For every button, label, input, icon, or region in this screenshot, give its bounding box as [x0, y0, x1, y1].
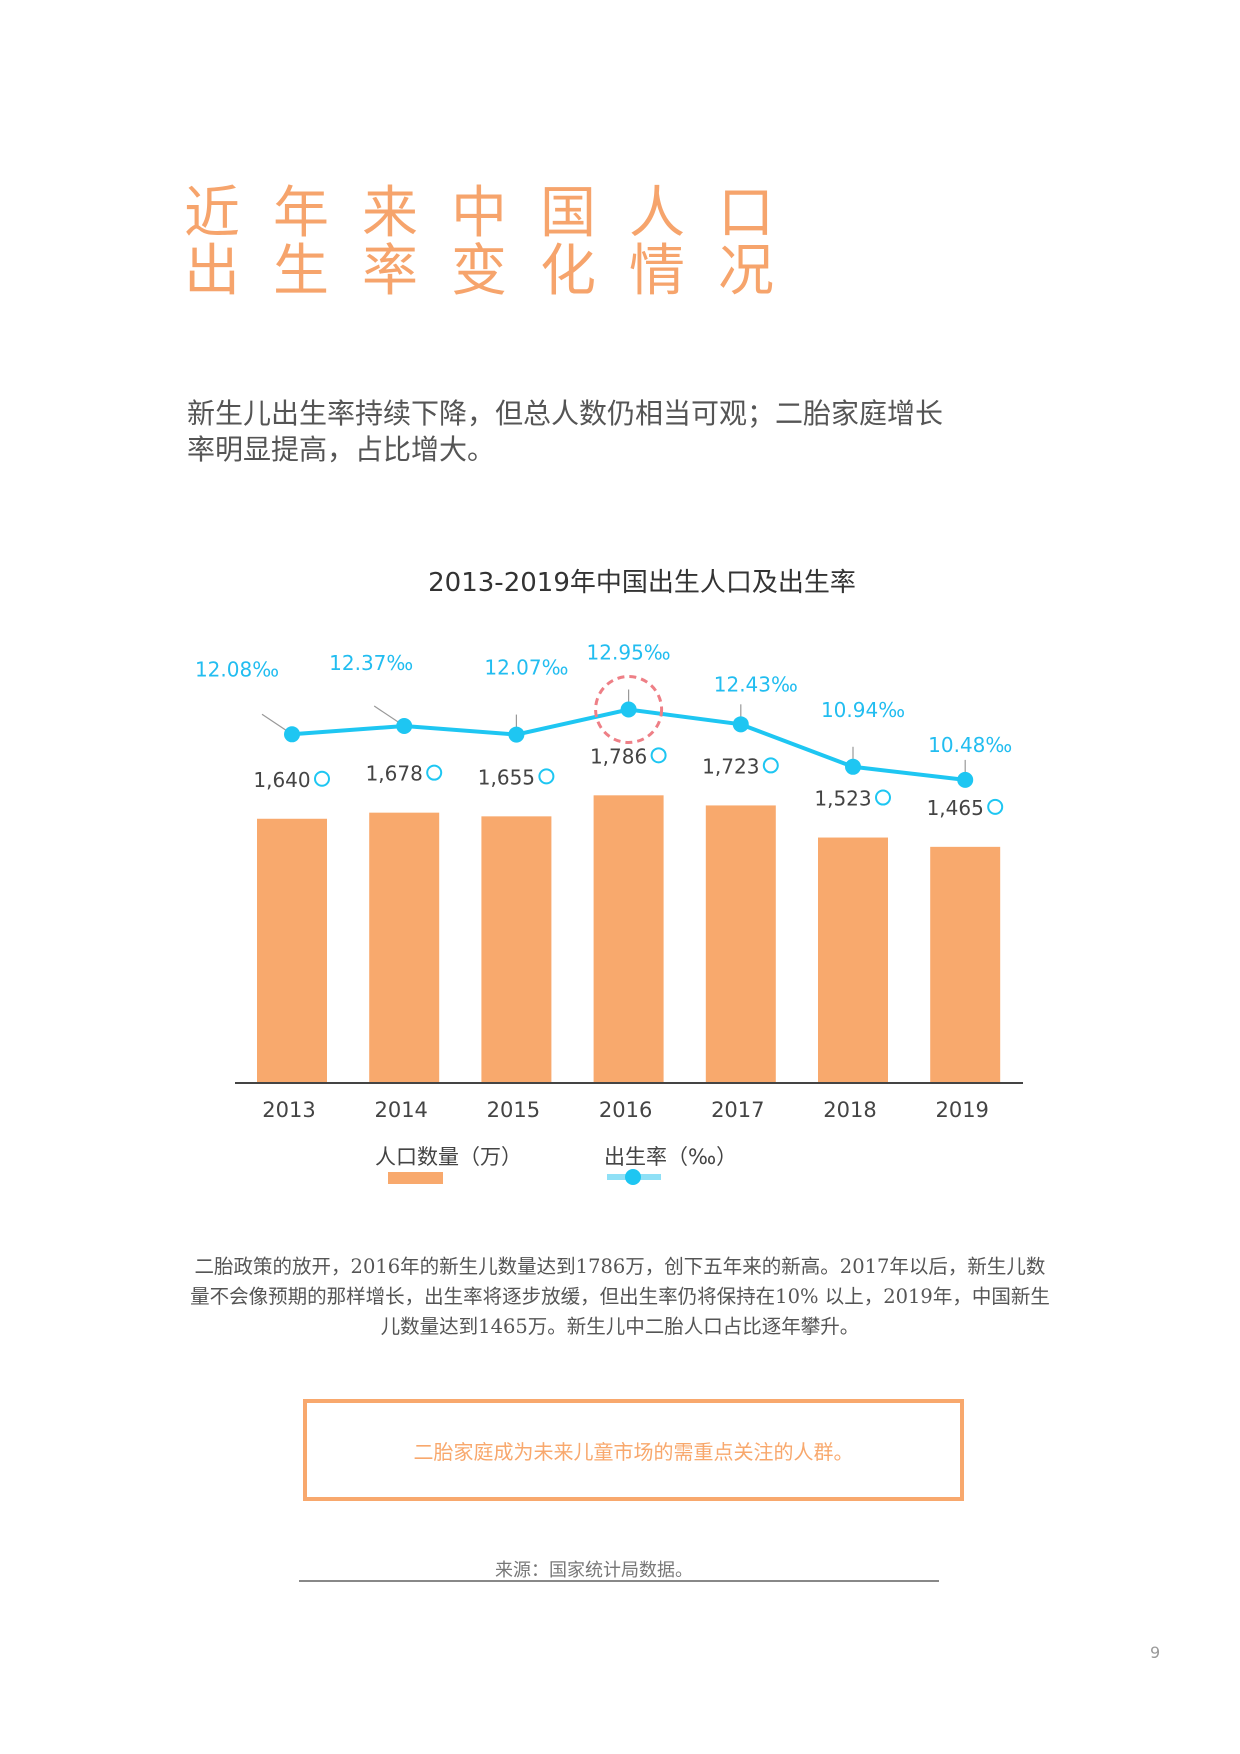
rate-value-label: 12.07‰	[484, 656, 568, 680]
rate-value-label: 12.37‰	[329, 651, 413, 675]
page-title: 近年来中国人口 出生率变化情况	[184, 186, 807, 302]
bar-2014	[369, 812, 440, 1082]
rate-point-2016	[620, 701, 637, 718]
value-marker-icon	[762, 757, 779, 774]
x-tick-label: 2019	[935, 1098, 988, 1122]
rate-point-2017	[732, 716, 749, 733]
value-marker-icon	[314, 770, 330, 787]
rate-point-2019	[957, 771, 974, 788]
bar-value-label: 1,786	[590, 744, 647, 768]
chart-title: 2013-2019年中国出生人口及出生率	[428, 568, 856, 598]
lead-text: 新生儿出生率持续下降，但总人数仍相当可观；二胎家庭增长率明显提高，占比增大。	[187, 397, 944, 466]
bar-value-label: 1,678	[366, 762, 423, 786]
bar-value-label: 1,655	[478, 765, 535, 789]
highlight-circle	[594, 675, 664, 744]
source-text: 来源：国家统计局数据。	[495, 1560, 693, 1581]
legend-swatch-population	[388, 1172, 443, 1184]
rate-value-label: 12.43‰	[714, 672, 798, 696]
x-tick-label: 2016	[599, 1098, 652, 1122]
x-tick-label: 2015	[487, 1098, 540, 1122]
page-title-line-2: 出生率变化情况	[184, 239, 807, 304]
bar-value-label: 1,640	[253, 768, 310, 792]
bar-value-label: 1,723	[702, 754, 759, 778]
value-marker-icon	[650, 747, 667, 764]
callout-text: 二胎家庭成为未来儿童市场的需重点关注的人群。	[413, 1439, 854, 1464]
x-tick-label: 2017	[711, 1098, 764, 1122]
legend-label-rate: 出生率（‰）	[604, 1145, 737, 1169]
bar-2015	[481, 816, 552, 1082]
legend-rate-dot-icon	[625, 1169, 641, 1185]
rate-point-2013	[284, 726, 300, 743]
description-paragraph: 二胎政策的放开，2016年的新生儿数量达到1786万，创下五年来的新高。2017…	[190, 1255, 1050, 1338]
x-tick-label: 2014	[374, 1098, 427, 1122]
rate-value-label: 10.48‰	[928, 733, 1012, 757]
value-marker-icon	[875, 789, 891, 806]
source-note: 来源：国家统计局数据。	[299, 1556, 939, 1582]
birth-chart: 2013-2019年中国出生人口及出生率 1,640 1,678 1,655 1,78…	[195, 568, 1023, 1185]
bar-value-label: 1,465	[927, 796, 984, 820]
rate-point-2018	[845, 758, 861, 775]
rate-value-label: 12.95‰	[587, 641, 671, 665]
value-marker-icon	[538, 768, 555, 785]
page-title-line-1: 近年来中国人口	[184, 181, 807, 246]
legend-label-population: 人口数量（万）	[375, 1145, 522, 1169]
bar-2016	[593, 795, 664, 1082]
value-marker-icon	[426, 764, 443, 781]
x-tick-label: 2013	[262, 1098, 315, 1122]
rate-value-label: 12.08‰	[195, 657, 279, 681]
rate-point-2014	[396, 718, 413, 735]
rate-value-label: 10.94‰	[821, 698, 905, 722]
x-tick-label: 2018	[823, 1098, 876, 1122]
bar-2013	[257, 818, 327, 1082]
page-number: 9	[1150, 1643, 1161, 1662]
value-marker-icon	[987, 798, 1004, 815]
rate-point-2015	[508, 726, 525, 743]
bar-2018	[818, 837, 888, 1082]
bar-2019	[930, 846, 1001, 1082]
callout-box: 二胎家庭成为未来儿童市场的需重点关注的人群。	[303, 1399, 964, 1501]
bar-2017	[705, 805, 776, 1082]
bar-value-label: 1,523	[814, 787, 871, 811]
